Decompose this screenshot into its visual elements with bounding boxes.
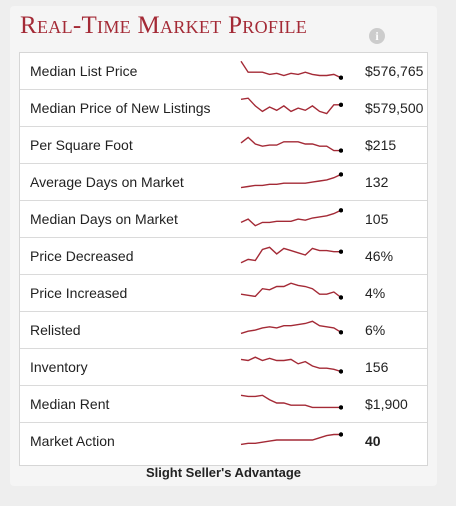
sparkline-chart xyxy=(240,246,343,264)
sparkline-chart xyxy=(240,97,343,115)
sparkline-chart xyxy=(240,136,343,153)
sparkline-series xyxy=(240,433,341,446)
metric-row-relisted: Relisted 6% xyxy=(20,312,427,349)
metric-label: Median Days on Market xyxy=(30,211,178,227)
metric-row-per-square-foot: Per Square Foot $215 xyxy=(20,127,427,164)
widget-title: Real-Time Market Profile xyxy=(20,12,308,39)
metric-value: $576,765 xyxy=(365,63,424,79)
sparkline-series xyxy=(240,282,342,299)
sparkline-series xyxy=(240,173,342,189)
metric-row-median-days-on-market: Median Days on Market 105 xyxy=(20,201,427,238)
sparkline-chart xyxy=(240,60,343,80)
metric-label: Median Rent xyxy=(30,396,110,412)
sparkline-chart xyxy=(240,282,343,300)
metric-label: Relisted xyxy=(30,322,81,338)
sparkline-chart xyxy=(240,208,343,227)
info-icon[interactable]: i xyxy=(369,28,385,44)
metric-value: 105 xyxy=(365,211,389,227)
sparkline-current-point xyxy=(338,249,343,254)
sparkline-chart xyxy=(240,432,343,446)
metric-label: Median Price of New Listings xyxy=(30,100,211,116)
sparkline-series xyxy=(240,356,342,373)
metric-label: Per Square Foot xyxy=(30,137,133,153)
metric-label: Median List Price xyxy=(30,63,138,79)
sparkline-current-point xyxy=(338,75,343,80)
metric-row-median-price-new-listings: Median Price of New Listings $579,500 xyxy=(20,90,427,127)
sparkline-series xyxy=(240,60,342,79)
metric-row-price-increased: Price Increased 4% xyxy=(20,275,427,312)
sparkline-current-point xyxy=(338,330,343,335)
metric-value: 6% xyxy=(365,322,386,338)
sparkline-series xyxy=(240,209,342,227)
metric-value: $579,500 xyxy=(365,100,424,116)
metric-value: 40 xyxy=(365,433,381,449)
metric-value: 132 xyxy=(365,174,389,190)
sparkline-current-point xyxy=(338,148,343,153)
metric-label: Inventory xyxy=(30,359,88,375)
metric-row-median-rent: Median Rent $1,900 xyxy=(20,386,427,423)
sparkline-current-point xyxy=(338,405,343,410)
sparkline-current-point xyxy=(338,208,343,213)
sparkline-chart xyxy=(240,356,343,374)
metric-value: 46% xyxy=(365,248,394,264)
market-profile-card: Real-Time Market Profile i Median List P… xyxy=(10,6,437,486)
metric-value: 156 xyxy=(365,359,389,375)
sparkline-series xyxy=(240,246,341,264)
metric-row-average-days-on-market: Average Days on Market 132 xyxy=(20,164,427,201)
metric-value: $1,900 xyxy=(365,396,408,412)
sparkline-series xyxy=(240,394,341,409)
sparkline-current-point xyxy=(338,369,343,374)
market-metrics-table: Median List Price $576,765 Median Price … xyxy=(19,52,428,480)
sparkline-current-point xyxy=(338,432,343,437)
metric-value: $215 xyxy=(365,137,397,153)
sparkline-chart xyxy=(240,172,343,189)
sparkline-current-point xyxy=(338,102,343,107)
sparkline-series xyxy=(240,97,341,115)
metric-row-price-decreased: Price Decreased 46% xyxy=(20,238,427,275)
sparkline-chart xyxy=(240,320,343,335)
market-action-verdict: Slight Seller's Advantage xyxy=(145,465,302,480)
sparkline-current-point xyxy=(338,172,343,177)
sparkline-current-point xyxy=(338,295,343,300)
metric-row-inventory: Inventory 156 xyxy=(20,349,427,386)
sparkline-chart xyxy=(240,394,343,410)
sparkline-series xyxy=(240,136,341,152)
metric-row-market-action: Market Action 40 xyxy=(20,423,427,460)
metric-label: Average Days on Market xyxy=(30,174,184,190)
sparkline-series xyxy=(240,320,342,335)
metric-label: Price Increased xyxy=(30,285,128,301)
metric-label: Market Action xyxy=(30,433,115,449)
metric-value: 4% xyxy=(365,285,386,301)
metric-label: Price Decreased xyxy=(30,248,134,264)
metric-row-median-list-price: Median List Price $576,765 xyxy=(20,53,427,90)
